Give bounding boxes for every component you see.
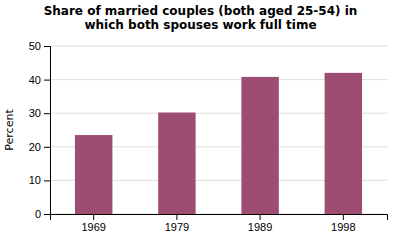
y-tick: 30 (29, 107, 50, 119)
y-tick-label: 10 (29, 174, 41, 186)
y-axis-title: Percent (3, 109, 16, 151)
y-tick: 50 (29, 40, 50, 52)
bar (325, 73, 362, 214)
y-axis: 0 10 20 30 40 50 (29, 40, 51, 220)
x-tick-mark (260, 214, 261, 220)
x-axis: 1969 1979 1989 1998 (51, 214, 388, 233)
y-tick: 20 (29, 141, 50, 153)
y-tick-mark (44, 80, 50, 81)
y-tick: 40 (29, 74, 50, 86)
y-tick-label: 40 (29, 74, 41, 86)
x-tick: 1969 (81, 214, 105, 233)
x-axis-line (51, 215, 388, 221)
x-tick-label: 1989 (248, 221, 272, 233)
title: Share of married couples (both aged 25-5… (44, 4, 358, 32)
bar (158, 113, 195, 214)
bar (75, 135, 112, 214)
x-tick: 1979 (165, 214, 189, 233)
y-tick: 10 (29, 174, 50, 186)
y-tick-label: 30 (29, 107, 41, 119)
plot: 0 10 20 30 40 50 1969 1979 1989 1998 (29, 40, 388, 233)
title-line: Share of married couples (both aged 25-5… (44, 4, 358, 18)
bar (241, 77, 278, 214)
x-tick-mark (93, 214, 94, 220)
x-tick-label: 1998 (331, 221, 355, 233)
bars (75, 73, 362, 214)
y-tick-mark (44, 113, 50, 114)
x-tick-mark (176, 214, 177, 220)
y-tick: 0 (35, 208, 50, 220)
x-tick: 1989 (248, 214, 272, 233)
grid (50, 46, 387, 214)
title-line: which both spouses work full time (84, 18, 316, 32)
y-tick-mark (44, 147, 50, 148)
y-tick-label: 20 (29, 141, 41, 153)
y-tick-mark (44, 214, 50, 215)
y-axis-line (44, 47, 51, 215)
y-tick-mark (44, 46, 50, 47)
x-tick: 1998 (331, 214, 355, 233)
y-tick-label: 50 (29, 40, 41, 52)
grid-line (50, 46, 387, 47)
y-tick-mark (44, 180, 50, 181)
chart: Share of married couples (both aged 25-5… (0, 0, 401, 238)
x-tick-label: 1969 (81, 221, 105, 233)
x-tick-label: 1979 (165, 221, 189, 233)
x-tick-mark (343, 214, 344, 220)
y-tick-label: 0 (35, 208, 41, 220)
